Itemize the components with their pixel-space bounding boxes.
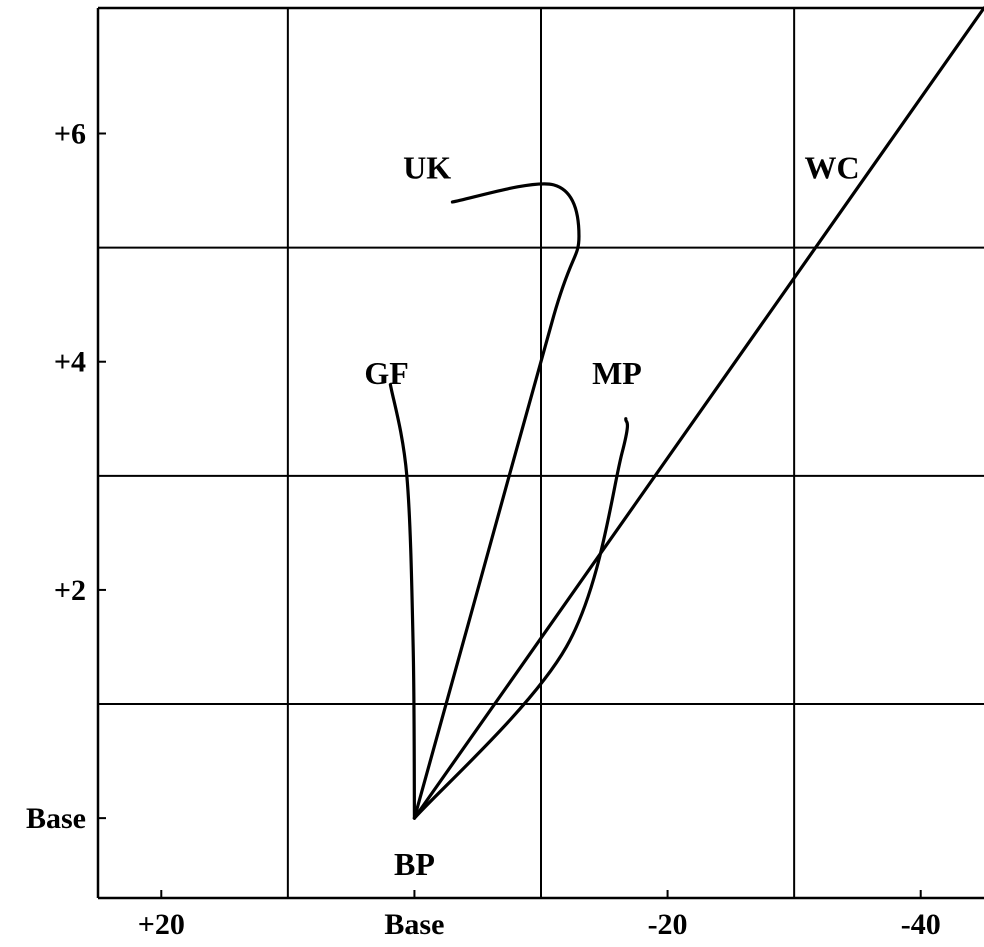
tick-group: +20 Base -20 -40 +6 +4 +2 Base — [26, 118, 941, 941]
series-wc-line — [412, 6, 984, 820]
annotation-uk: UK — [403, 150, 451, 186]
y-tick-label: +2 — [54, 574, 86, 607]
y-tick-label: +6 — [54, 118, 86, 151]
series-mp-line — [412, 417, 629, 820]
x-tick-label: -40 — [901, 908, 941, 941]
annotation-gf: GF — [364, 355, 408, 391]
y-tick-label: +4 — [54, 346, 86, 379]
annotation-mp: MP — [592, 355, 642, 391]
annotation-group: UK GF MP WC BP — [364, 150, 859, 882]
series-gf-line — [388, 382, 417, 820]
series-group — [388, 6, 984, 820]
annotation-bp: BP — [394, 846, 435, 882]
plot-frame — [96, 6, 984, 900]
x-tick-label: -20 — [648, 908, 688, 941]
annotation-wc: WC — [805, 150, 860, 186]
grid-lines — [98, 8, 984, 898]
y-tick-label: Base — [26, 802, 86, 835]
series-uk-line — [412, 182, 581, 820]
x-tick-label: +20 — [138, 908, 185, 941]
x-tick-label: Base — [384, 908, 444, 941]
